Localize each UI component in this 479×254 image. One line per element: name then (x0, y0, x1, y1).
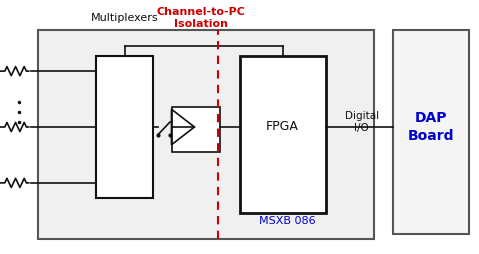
Text: FPGA: FPGA (266, 120, 299, 134)
Bar (240, 56, 326, 213)
Text: Channel-to-PC
Isolation: Channel-to-PC Isolation (157, 7, 246, 29)
Text: Multiplexers: Multiplexers (91, 13, 159, 23)
Text: DAP
Board: DAP Board (408, 111, 455, 143)
Text: ADC: ADC (186, 124, 207, 135)
Text: Digital
I/O: Digital I/O (344, 111, 379, 133)
Bar (393, 30, 469, 234)
Text: MSXB 086: MSXB 086 (259, 216, 316, 226)
Bar (38, 30, 374, 239)
Bar (96, 56, 153, 198)
Bar (172, 107, 220, 152)
